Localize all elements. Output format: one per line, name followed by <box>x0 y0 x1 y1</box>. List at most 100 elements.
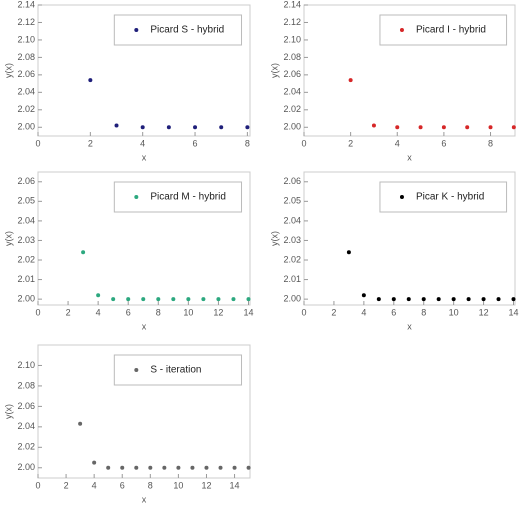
x-tick-label: 8 <box>245 138 250 148</box>
point <box>171 297 176 302</box>
y-tick-label: 2.03 <box>283 235 301 245</box>
plot-frame <box>37 171 251 306</box>
legend-marker <box>134 368 139 372</box>
point <box>231 297 236 302</box>
legend-label: Picard I - hybrid <box>416 25 486 36</box>
x-tick-label: 4 <box>92 480 97 490</box>
point <box>361 293 366 298</box>
x-tick-label: 6 <box>126 307 131 317</box>
y-tick-label: 2.06 <box>17 176 35 186</box>
point <box>114 123 119 128</box>
x-tick-label: 6 <box>391 307 396 317</box>
point <box>348 78 353 83</box>
x-axis-label: x <box>407 321 412 331</box>
legend-marker <box>134 28 139 32</box>
x-tick-label: 2 <box>88 138 93 148</box>
legend-marker <box>399 195 404 199</box>
y-axis-label: y(x) <box>3 231 13 246</box>
point <box>406 297 411 302</box>
point <box>92 460 97 465</box>
x-tick-label: 2 <box>331 307 336 317</box>
point <box>232 465 237 470</box>
point <box>120 465 125 470</box>
y-tick-label: 2.00 <box>283 294 301 304</box>
legend-label: Picard M - hybrid <box>150 192 226 203</box>
y-tick-label: 2.12 <box>17 17 35 27</box>
y-tick-label: 2.05 <box>283 196 301 206</box>
x-tick-label: 10 <box>173 480 183 490</box>
y-tick-label: 2.00 <box>17 122 35 132</box>
y-tick-label: 2.06 <box>283 176 301 186</box>
y-tick-label: 2.12 <box>283 17 301 27</box>
point <box>436 297 441 302</box>
x-tick-label: 6 <box>193 138 198 148</box>
point <box>204 465 209 470</box>
y-tick-label: 2.08 <box>17 380 35 390</box>
point <box>88 78 93 83</box>
point <box>140 125 145 130</box>
point <box>162 465 167 470</box>
y-tick-label: 2.02 <box>17 254 35 264</box>
x-axis-label: x <box>142 321 147 331</box>
point <box>376 297 381 302</box>
y-tick-label: 2.02 <box>17 104 35 114</box>
point <box>166 125 171 130</box>
point <box>193 125 198 130</box>
point <box>156 297 161 302</box>
point <box>511 297 516 302</box>
y-tick-label: 2.14 <box>17 0 35 9</box>
y-tick-label: 2.14 <box>283 0 301 9</box>
point <box>496 297 501 302</box>
x-tick-label: 0 <box>301 138 306 148</box>
y-tick-label: 2.02 <box>283 104 301 114</box>
y-tick-label: 2.04 <box>17 215 35 225</box>
x-axis-label: x <box>142 494 147 504</box>
x-tick-label: 14 <box>243 307 253 317</box>
y-axis-label: y(x) <box>3 404 13 419</box>
y-tick-label: 2.08 <box>283 52 301 62</box>
point <box>488 125 493 130</box>
y-tick-label: 2.06 <box>17 401 35 411</box>
y-tick-label: 2.04 <box>283 215 301 225</box>
point <box>141 297 146 302</box>
point <box>465 125 470 130</box>
point <box>148 465 153 470</box>
point <box>371 123 376 128</box>
x-tick-label: 12 <box>213 307 223 317</box>
y-tick-label: 2.04 <box>17 87 35 97</box>
legend-label: Picar K - hybrid <box>416 192 484 203</box>
y-tick-label: 2.03 <box>17 235 35 245</box>
y-axis-label: y(x) <box>269 231 279 246</box>
plot-frame <box>303 4 516 137</box>
x-tick-label: 12 <box>201 480 211 490</box>
point <box>134 465 139 470</box>
point <box>106 465 111 470</box>
x-tick-label: 8 <box>156 307 161 317</box>
x-axis-label: x <box>142 152 147 162</box>
point <box>466 297 471 302</box>
point <box>418 125 423 130</box>
point <box>190 465 195 470</box>
point <box>391 297 396 302</box>
x-tick-label: 4 <box>395 138 400 148</box>
y-tick-label: 2.02 <box>283 254 301 264</box>
x-tick-label: 8 <box>421 307 426 317</box>
y-tick-label: 2.04 <box>283 87 301 97</box>
x-tick-label: 4 <box>361 307 366 317</box>
x-tick-label: 0 <box>35 480 40 490</box>
point <box>96 293 101 298</box>
y-tick-label: 2.01 <box>17 274 35 284</box>
plot-frame <box>303 171 516 306</box>
y-tick-label: 2.00 <box>17 462 35 472</box>
y-tick-label: 2.01 <box>283 274 301 284</box>
x-tick-label: 2 <box>348 138 353 148</box>
x-tick-label: 6 <box>441 138 446 148</box>
x-tick-label: 4 <box>96 307 101 317</box>
x-tick-label: 14 <box>508 307 518 317</box>
point <box>451 297 456 302</box>
legend-label: S - iteration <box>150 365 201 376</box>
legend-marker <box>399 28 404 32</box>
y-tick-label: 2.10 <box>283 34 301 44</box>
y-axis-label: y(x) <box>3 63 13 78</box>
